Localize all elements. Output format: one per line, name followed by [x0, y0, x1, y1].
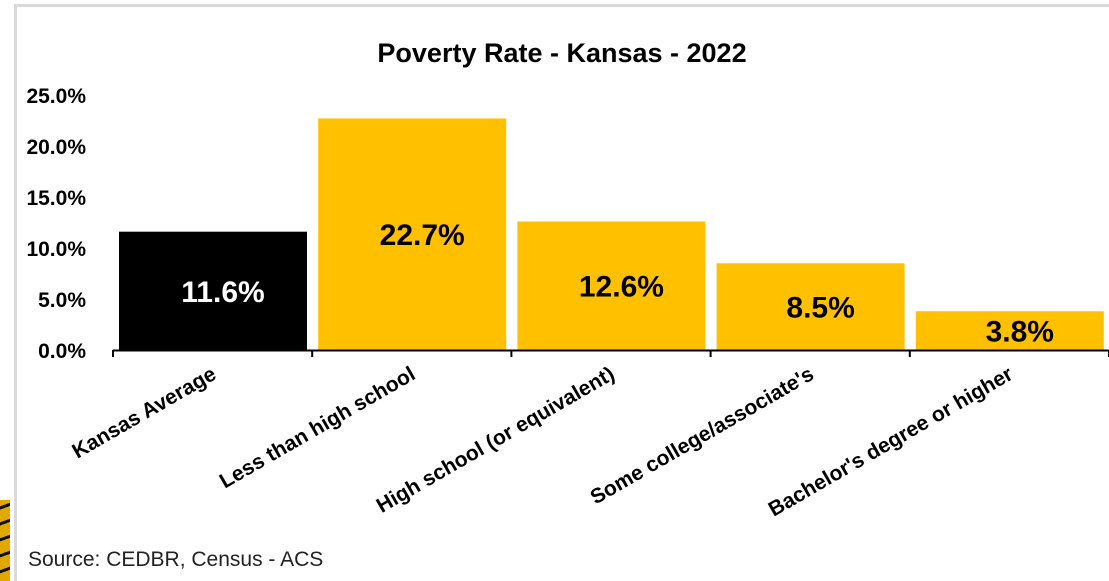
y-tick-label: 10.0% — [26, 238, 86, 261]
bar — [517, 221, 706, 350]
data-label: 22.7% — [380, 219, 465, 252]
bar — [716, 263, 905, 350]
data-label: 8.5% — [786, 292, 854, 325]
y-tick-label: 15.0% — [26, 187, 86, 210]
y-tick-label: 20.0% — [26, 136, 86, 159]
bars: 11.6% 22.7% 12.6% 8.5% 3.8% — [119, 118, 1104, 351]
y-tick-label: 5.0% — [38, 289, 86, 312]
data-label: 12.6% — [579, 271, 664, 304]
data-label: 11.6% — [181, 276, 264, 309]
y-axis: 0.0% 5.0% 10.0% 15.0% 20.0% 25.0% — [26, 85, 86, 363]
source-note: Source: CEDBR, Census - ACS — [28, 548, 324, 571]
logo-fragment — [0, 500, 10, 581]
x-tick-label: Kansas Average — [68, 362, 220, 463]
chart-title: Poverty Rate - Kansas - 2022 — [377, 38, 746, 68]
bar — [119, 231, 307, 350]
y-tick-label: 25.0% — [26, 85, 86, 108]
bar — [318, 118, 507, 351]
bar — [915, 311, 1104, 350]
x-tick-label: Some college/associate's — [587, 362, 818, 509]
top-border — [14, 4, 1109, 7]
data-label: 3.8% — [986, 316, 1054, 349]
left-border — [14, 4, 17, 581]
bar-chart: Poverty Rate - Kansas - 2022 0.0% 5.0% 10.… — [26, 38, 1109, 521]
y-tick-label: 0.0% — [38, 340, 86, 363]
x-tick-label: Less than high school — [216, 362, 420, 493]
